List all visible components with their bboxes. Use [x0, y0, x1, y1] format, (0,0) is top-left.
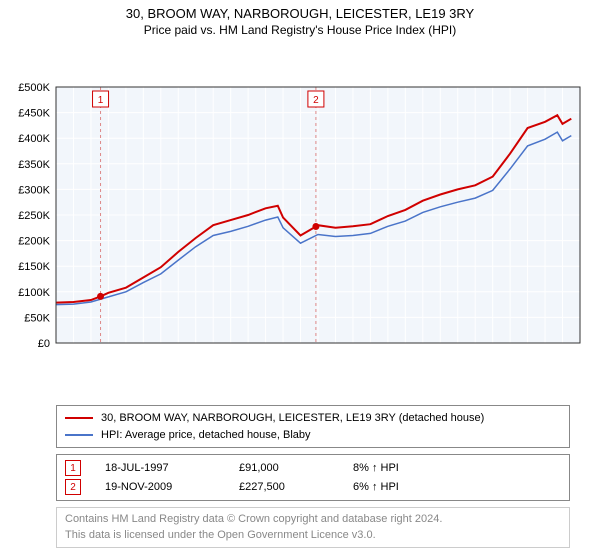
event-flag-num: 2 — [313, 95, 319, 106]
y-tick-label: £450K — [18, 108, 50, 120]
event-price-1: £91,000 — [239, 459, 329, 478]
y-tick-label: £350K — [18, 159, 50, 171]
event-price-2: £227,500 — [239, 478, 329, 497]
y-tick-label: £150K — [18, 261, 50, 273]
event-row-2: 2 19-NOV-2009 £227,500 6% ↑ HPI — [65, 478, 561, 497]
event-point — [97, 293, 104, 300]
event-date-1: 18-JUL-1997 — [105, 459, 215, 478]
event-marker-2: 2 — [65, 479, 81, 495]
y-tick-label: £300K — [18, 184, 50, 196]
legend: 30, BROOM WAY, NARBOROUGH, LEICESTER, LE… — [56, 405, 570, 448]
attribution-line2: This data is licensed under the Open Gov… — [65, 528, 561, 543]
attribution-line1: Contains HM Land Registry data © Crown c… — [65, 512, 561, 527]
event-delta-1: 8% ↑ HPI — [353, 459, 399, 478]
legend-swatch-0 — [65, 417, 93, 419]
event-point — [312, 223, 319, 230]
y-tick-label: £100K — [18, 287, 50, 299]
attribution: Contains HM Land Registry data © Crown c… — [56, 507, 570, 548]
event-delta-2: 6% ↑ HPI — [353, 478, 399, 497]
legend-label-0: 30, BROOM WAY, NARBOROUGH, LEICESTER, LE… — [101, 410, 484, 427]
y-tick-label: £0 — [38, 338, 50, 350]
y-tick-label: £400K — [18, 133, 50, 145]
chart-title-line1: 30, BROOM WAY, NARBOROUGH, LEICESTER, LE… — [0, 6, 600, 21]
event-flag-num: 1 — [98, 95, 104, 106]
y-tick-label: £200K — [18, 236, 50, 248]
price-chart: £0 £50K £100K £150K £200K £250K £300K £350K £400… — [0, 43, 600, 399]
event-marker-1: 1 — [65, 460, 81, 476]
events-table: 1 18-JUL-1997 £91,000 8% ↑ HPI 2 19-NOV-… — [56, 454, 570, 501]
y-tick-label: £250K — [18, 210, 50, 222]
y-tick-label: £50K — [24, 312, 50, 324]
legend-label-1: HPI: Average price, detached house, Blab… — [101, 427, 311, 444]
legend-swatch-1 — [65, 434, 93, 436]
event-date-2: 19-NOV-2009 — [105, 478, 215, 497]
event-row-1: 1 18-JUL-1997 £91,000 8% ↑ HPI — [65, 459, 561, 478]
y-tick-label: £500K — [18, 82, 50, 94]
chart-title-line2: Price paid vs. HM Land Registry's House … — [0, 23, 600, 37]
